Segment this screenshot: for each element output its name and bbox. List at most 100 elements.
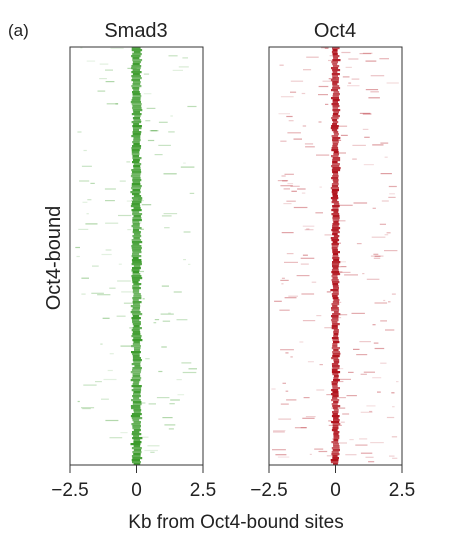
background-read [360, 373, 367, 375]
background-read [380, 173, 392, 175]
signal-peak-segment [332, 449, 340, 452]
signal-peak-segment [333, 377, 339, 380]
signal-peak-segment [132, 211, 140, 214]
background-read [283, 188, 290, 190]
background-read [107, 369, 113, 372]
signal-peak-segment [331, 327, 338, 330]
background-read [369, 410, 373, 413]
signal-peak-segment [133, 381, 140, 384]
background-read [302, 320, 316, 322]
signal-peak-segment [331, 73, 340, 76]
signal-peak-segment [331, 97, 339, 100]
signal-peak-segment [131, 197, 143, 200]
y-axis-label: Oct4-bound [43, 206, 65, 311]
background-read [104, 188, 116, 190]
background-read [348, 371, 354, 373]
signal-peak-segment [131, 71, 142, 74]
signal-peak-segment [331, 209, 339, 212]
background-read [306, 228, 310, 230]
signal-peak-segment [132, 217, 142, 220]
background-read [384, 156, 388, 158]
signal-peak-segment [131, 259, 142, 262]
background-read [283, 203, 292, 205]
signal-peak-segment [331, 441, 339, 444]
signal-peak-segment [133, 215, 141, 218]
signal-peak-segment [332, 161, 338, 164]
background-read [372, 377, 382, 379]
x-tick-label: 0 [330, 480, 341, 501]
background-read [370, 442, 384, 444]
signal-peak-segment [332, 225, 339, 228]
signal-peak-segment [132, 461, 141, 464]
signal-peak-segment [332, 139, 339, 142]
signal-peak-segment [132, 359, 142, 362]
signal-peak-segment [331, 275, 338, 278]
signal-peak-segment [132, 355, 140, 358]
signal-peak-segment [133, 159, 140, 162]
signal-peak-segment [333, 333, 339, 336]
signal-peak-segment [131, 329, 140, 332]
signal-peak-segment [133, 143, 140, 146]
background-read [345, 454, 357, 456]
signal-peak-segment [332, 423, 341, 426]
signal-peak-segment [132, 451, 142, 454]
background-read [188, 368, 197, 370]
signal-peak-segment [132, 93, 141, 96]
background-read [281, 277, 285, 279]
background-read [386, 416, 395, 419]
background-read [286, 115, 293, 118]
background-read [391, 392, 395, 394]
signal-peak-segment [332, 273, 340, 276]
signal-peak-segment [332, 295, 338, 298]
signal-peak-segment [131, 351, 141, 354]
background-read [97, 294, 111, 296]
background-read [318, 94, 328, 96]
background-read [281, 283, 284, 285]
signal-peak-segment [133, 361, 141, 364]
signal-peak-segment [333, 181, 339, 184]
background-read [353, 202, 368, 204]
background-read [118, 214, 132, 217]
background-read [158, 370, 163, 373]
background-read [335, 442, 347, 444]
background-read [359, 112, 371, 114]
signal-peak-segment [331, 271, 340, 274]
signal-peak-segment [330, 237, 339, 240]
signal-peak-segment [131, 413, 142, 416]
signal-peak-segment [132, 281, 139, 284]
signal-peak-segment [332, 253, 339, 256]
background-read [99, 78, 107, 80]
signal-peak-segment [332, 339, 339, 342]
background-read [306, 56, 319, 58]
background-read [102, 317, 110, 319]
background-read [344, 274, 358, 276]
background-read [370, 255, 384, 257]
signal-peak-segment [332, 301, 339, 304]
signal-peak-segment [133, 129, 139, 132]
signal-peak-segment [333, 419, 340, 422]
background-read [356, 354, 368, 356]
signal-peak-segment [130, 305, 141, 308]
signal-peak-segment [131, 389, 142, 392]
signal-peak-segment [332, 365, 340, 368]
signal-peak-segment [131, 173, 141, 176]
signal-peak-segment [131, 47, 141, 50]
signal-peak-segment [133, 51, 141, 54]
signal-peak-segment [333, 433, 339, 436]
signal-peak-segment [132, 105, 142, 108]
signal-peak-segment [132, 131, 142, 134]
signal-peak-segment [332, 123, 337, 126]
signal-peak-segment [331, 117, 339, 120]
background-read [109, 353, 114, 355]
background-read [342, 76, 350, 78]
background-read [326, 394, 334, 396]
signal-peak-segment [332, 205, 340, 208]
signal-peak-segment [132, 333, 141, 336]
background-read [181, 362, 192, 364]
background-read [278, 418, 292, 420]
signal-peak-segment [132, 97, 141, 100]
signal-peak-segment [131, 433, 142, 436]
background-read [362, 52, 373, 54]
background-read [370, 91, 379, 93]
background-read [170, 399, 180, 401]
